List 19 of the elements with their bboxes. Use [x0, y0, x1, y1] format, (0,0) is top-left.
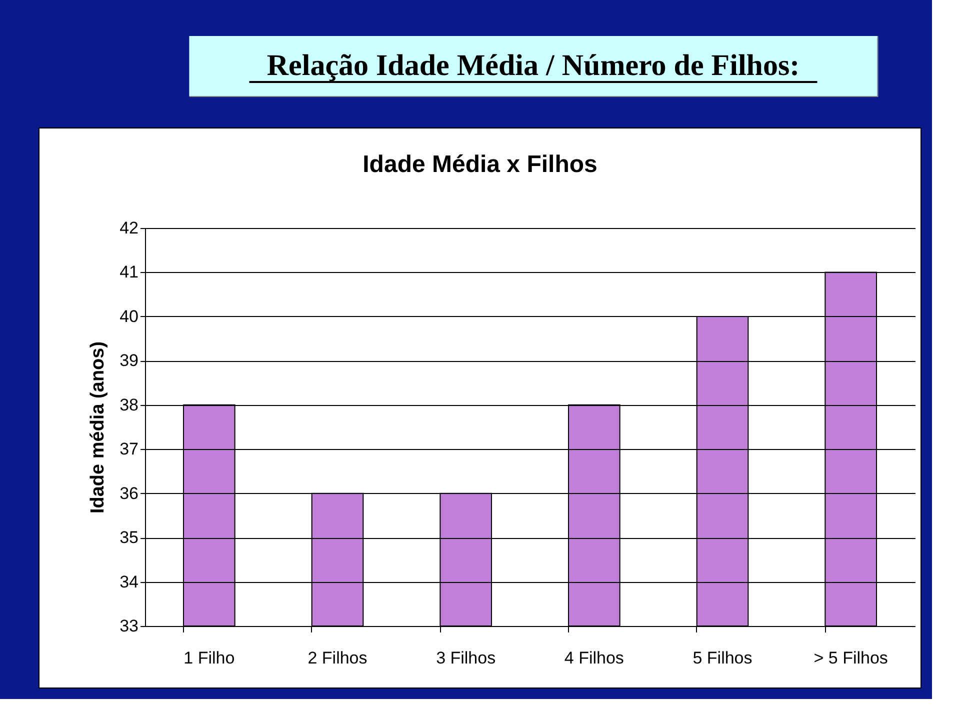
x-tick-label: 2 Filhos	[308, 648, 368, 668]
y-tick-label: 34	[120, 572, 138, 592]
y-tick-label: 38	[120, 395, 138, 414]
y-tick-label: 33	[120, 616, 138, 636]
y-tick-label: 41	[120, 262, 138, 282]
y-tick-label: 35	[120, 528, 138, 548]
x-tick-label: 3 Filhos	[436, 648, 496, 668]
y-tick-label: 40	[120, 306, 138, 326]
x-tick-label: 5 Filhos	[692, 648, 752, 668]
y-tick-label: 36	[120, 484, 138, 503]
chart-subtitle: Idade Média x Filhos	[362, 151, 598, 178]
x-tick-label: > 5 Filhos	[814, 648, 888, 668]
x-tick-label: 4 Filhos	[564, 648, 624, 668]
y-tick-label: 37	[120, 440, 138, 459]
chart-title: Relação Idade Média / Número de Filhos:	[266, 49, 800, 82]
y-tick-label: 42	[120, 218, 138, 238]
y-axis-title: Idade média (anos)	[88, 341, 109, 514]
x-tick-label: 1 Filho	[184, 648, 235, 668]
y-tick-label: 39	[120, 351, 138, 370]
